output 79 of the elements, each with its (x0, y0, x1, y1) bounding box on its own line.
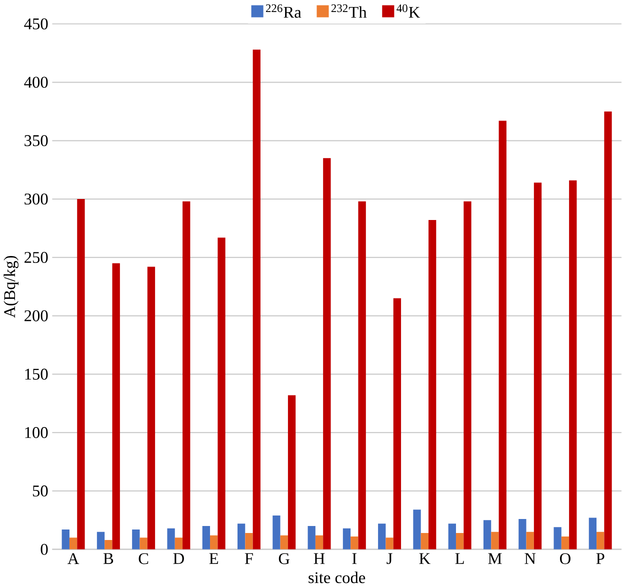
bar (428, 220, 436, 550)
bar (62, 530, 70, 550)
bar (498, 120, 506, 550)
x-axis-title: site code (308, 572, 366, 584)
bar (342, 528, 351, 550)
bar (272, 516, 280, 550)
y-tick-label: 350 (24, 135, 48, 146)
bar (518, 519, 526, 550)
bar (147, 266, 156, 550)
y-tick-label: 100 (25, 427, 48, 438)
bar (308, 526, 316, 550)
bar (413, 510, 421, 550)
bar (252, 50, 260, 550)
bar (288, 395, 296, 550)
bar (69, 538, 78, 550)
bar (604, 112, 612, 550)
bar (245, 533, 253, 550)
bar (554, 527, 562, 550)
y-axis-title: A(Bq/kg) (4, 256, 19, 318)
x-tick-label: D (173, 553, 184, 564)
x-tick-label: C (138, 553, 148, 564)
bar (323, 158, 331, 550)
y-tick-label: 450 (24, 18, 48, 30)
bar (218, 238, 226, 550)
y-tick-label: 0 (40, 544, 48, 555)
bar (132, 530, 140, 550)
bar (491, 532, 499, 550)
x-tick-label: M (488, 553, 502, 564)
y-tick-label: 300 (24, 194, 48, 205)
legend-label: $^{232}$Th (331, 4, 367, 18)
legend-label: $^{226}$Ra (266, 4, 302, 18)
bar (393, 298, 402, 550)
bar (358, 201, 366, 550)
y-tick-label: 250 (24, 252, 48, 264)
bar (569, 180, 577, 550)
bar (588, 518, 597, 550)
bar (104, 540, 112, 550)
x-tick-label: F (244, 553, 253, 564)
bar (448, 524, 456, 550)
bar (167, 528, 175, 550)
bar (386, 538, 394, 550)
x-tick-label: H (314, 553, 325, 564)
bar (464, 201, 472, 550)
x-tick-label: L (455, 553, 464, 564)
bar (315, 535, 324, 550)
x-tick-label: I (352, 553, 357, 564)
bar (378, 524, 386, 550)
legend-label: $^{40}$K (396, 4, 420, 18)
bar (350, 536, 358, 550)
bar (534, 182, 542, 550)
y-tick-label: 50 (32, 486, 48, 497)
bar (561, 536, 570, 550)
x-tick-label: G (278, 553, 290, 564)
x-tick-label: K (419, 553, 430, 564)
y-tick-label: 200 (24, 310, 48, 322)
bar (483, 520, 492, 550)
bar (112, 263, 120, 550)
bar (420, 533, 429, 550)
x-tick-label: P (596, 553, 604, 564)
bar (182, 201, 190, 550)
x-tick-label: B (103, 553, 114, 564)
x-tick-label: O (560, 553, 570, 564)
x-tick-label: J (386, 553, 392, 564)
y-tick-label: 150 (25, 368, 48, 380)
y-tick-label: 400 (24, 76, 48, 88)
bar (174, 538, 183, 550)
bar (77, 199, 85, 550)
bar (526, 532, 534, 550)
x-tick-label: E (209, 553, 218, 564)
bar (280, 535, 288, 550)
bar (456, 533, 464, 550)
bar (202, 526, 210, 550)
bar (96, 532, 105, 550)
bar (596, 532, 604, 550)
x-tick-label: N (524, 553, 536, 564)
bar (237, 524, 246, 550)
bar (210, 535, 218, 550)
x-tick-label: A (68, 553, 80, 564)
bar (140, 538, 148, 550)
